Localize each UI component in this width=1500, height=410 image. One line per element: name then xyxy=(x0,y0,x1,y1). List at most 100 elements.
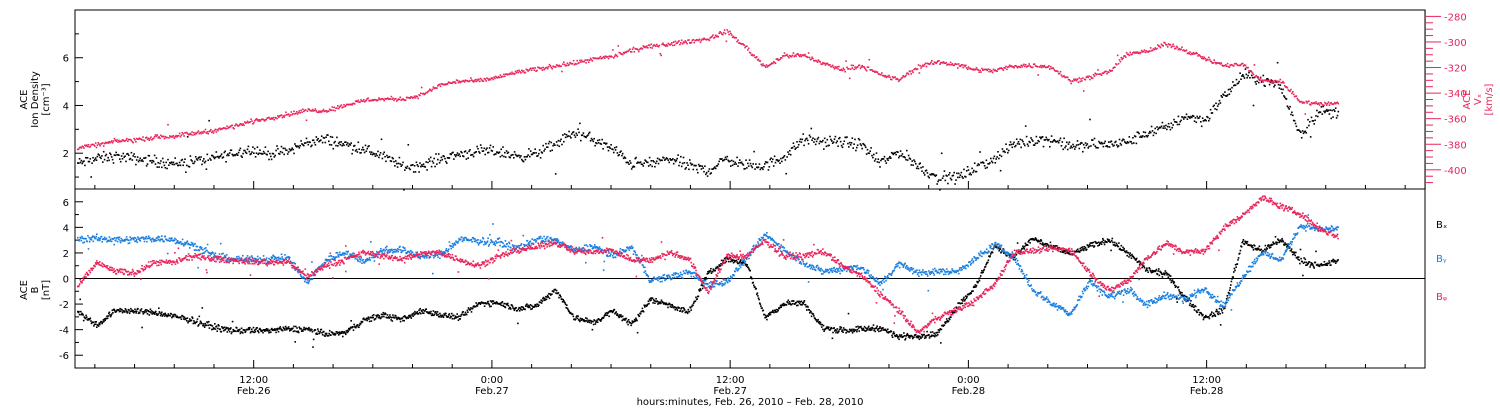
velocity-series-point xyxy=(870,69,872,71)
density-series-point xyxy=(795,147,797,149)
bx-series-point xyxy=(388,317,391,319)
velocity-series-point xyxy=(1119,60,1122,63)
density-series-point xyxy=(1173,118,1175,121)
density-series-point xyxy=(1030,137,1032,139)
velocity-series-point xyxy=(275,117,277,119)
bx-series-point xyxy=(981,270,983,272)
bx-series-point xyxy=(435,312,438,315)
velocity-series-point xyxy=(554,65,556,68)
density-series-point xyxy=(812,137,814,139)
bx-series-point xyxy=(422,309,424,311)
velocity-series-point xyxy=(106,141,109,144)
density-series-point xyxy=(939,189,941,191)
velocity-series-point xyxy=(332,109,335,112)
velocity-series-point xyxy=(592,57,595,59)
bx-series-point xyxy=(779,304,782,307)
velocity-series-point xyxy=(563,63,566,66)
density-series-point xyxy=(1270,79,1273,81)
density-series-point xyxy=(1131,142,1133,145)
bx-series-point xyxy=(458,315,460,317)
bx-series-point xyxy=(436,311,439,313)
bx-series-point xyxy=(667,306,669,309)
velocity-series-point xyxy=(1265,79,1267,82)
density-series-point xyxy=(362,146,364,149)
velocity-series-point xyxy=(181,131,184,134)
bx-series-point xyxy=(619,314,621,316)
velocity-series-point xyxy=(1245,66,1248,69)
bx-series-point xyxy=(607,312,609,314)
velocity-tick-label: -280 xyxy=(1444,12,1467,23)
velocity-series-point xyxy=(1266,79,1268,82)
velocity-series-point xyxy=(638,48,641,51)
b-tick-label: -4 xyxy=(59,326,69,337)
bx-series-point xyxy=(850,330,853,332)
bx-series-point xyxy=(968,293,970,296)
velocity-series-point xyxy=(140,138,142,140)
velocity-series-point xyxy=(87,144,90,146)
bx-series-point xyxy=(239,332,242,335)
bx-series-point xyxy=(373,314,375,316)
density-series-point xyxy=(980,161,982,164)
density-series-point xyxy=(494,153,496,155)
bx-series-point xyxy=(600,318,603,321)
density-series-point xyxy=(529,155,531,158)
velocity-series-point xyxy=(708,39,711,42)
velocity-series-point xyxy=(1200,56,1202,58)
density-series-point xyxy=(1297,129,1299,131)
bx-series-point xyxy=(167,313,170,315)
bx-series-point xyxy=(124,311,126,313)
bx-series-point xyxy=(307,329,310,331)
density-series-point xyxy=(884,160,887,162)
density-series-point xyxy=(245,152,248,155)
bx-series-point xyxy=(496,301,498,304)
bx-series-point xyxy=(855,326,857,328)
density-series-point xyxy=(873,160,876,162)
density-series-point xyxy=(437,158,439,161)
velocity-series-point xyxy=(1224,64,1226,67)
density-series-point xyxy=(115,151,117,154)
density-series-point xyxy=(823,148,825,150)
velocity-series-point xyxy=(385,98,387,100)
bx-series-point xyxy=(664,303,667,306)
density-series-point xyxy=(290,149,293,151)
velocity-series-point xyxy=(448,81,451,84)
velocity-series-point xyxy=(127,138,130,141)
velocity-series-point xyxy=(661,43,663,46)
density-series-point xyxy=(1148,132,1150,135)
bx-series-point xyxy=(999,248,1002,250)
density-series-point xyxy=(753,150,755,153)
bx-series-point xyxy=(1196,311,1199,313)
bx-series-point xyxy=(146,313,149,315)
bx-series-point xyxy=(683,308,685,310)
velocity-series-point xyxy=(1196,52,1198,55)
density-series-point xyxy=(1268,83,1271,86)
velocity-series-point xyxy=(346,103,349,106)
bx-series-point xyxy=(1000,251,1002,254)
bx-series-point xyxy=(725,257,727,259)
velocity-series-point xyxy=(929,63,931,65)
density-series-point xyxy=(176,162,178,165)
velocity-series-point xyxy=(470,77,472,79)
bx-series-point xyxy=(273,329,276,331)
bx-series-point xyxy=(1228,292,1230,295)
density-series-point xyxy=(153,154,156,157)
density-series-point xyxy=(839,140,842,143)
velocity-series-point xyxy=(718,32,720,35)
bx-series-point xyxy=(526,305,529,308)
bx-series-point xyxy=(1128,256,1130,258)
bx-series-point xyxy=(950,316,952,318)
bx-series-point xyxy=(1280,239,1282,241)
bx-series-point xyxy=(1100,243,1103,245)
density-series-point xyxy=(1116,144,1118,146)
density-series-point xyxy=(951,175,954,177)
velocity-series-point xyxy=(764,64,766,67)
bx-series-point xyxy=(566,307,569,310)
bx-series-point xyxy=(150,310,153,312)
velocity-series-point xyxy=(853,68,855,71)
velocity-series-point xyxy=(633,51,636,53)
bx-series-point xyxy=(185,317,187,320)
bx-series-point xyxy=(649,299,651,302)
velocity-series-point xyxy=(1135,52,1138,54)
velocity-series-point xyxy=(888,74,890,77)
velocity-series-point xyxy=(1096,73,1098,75)
